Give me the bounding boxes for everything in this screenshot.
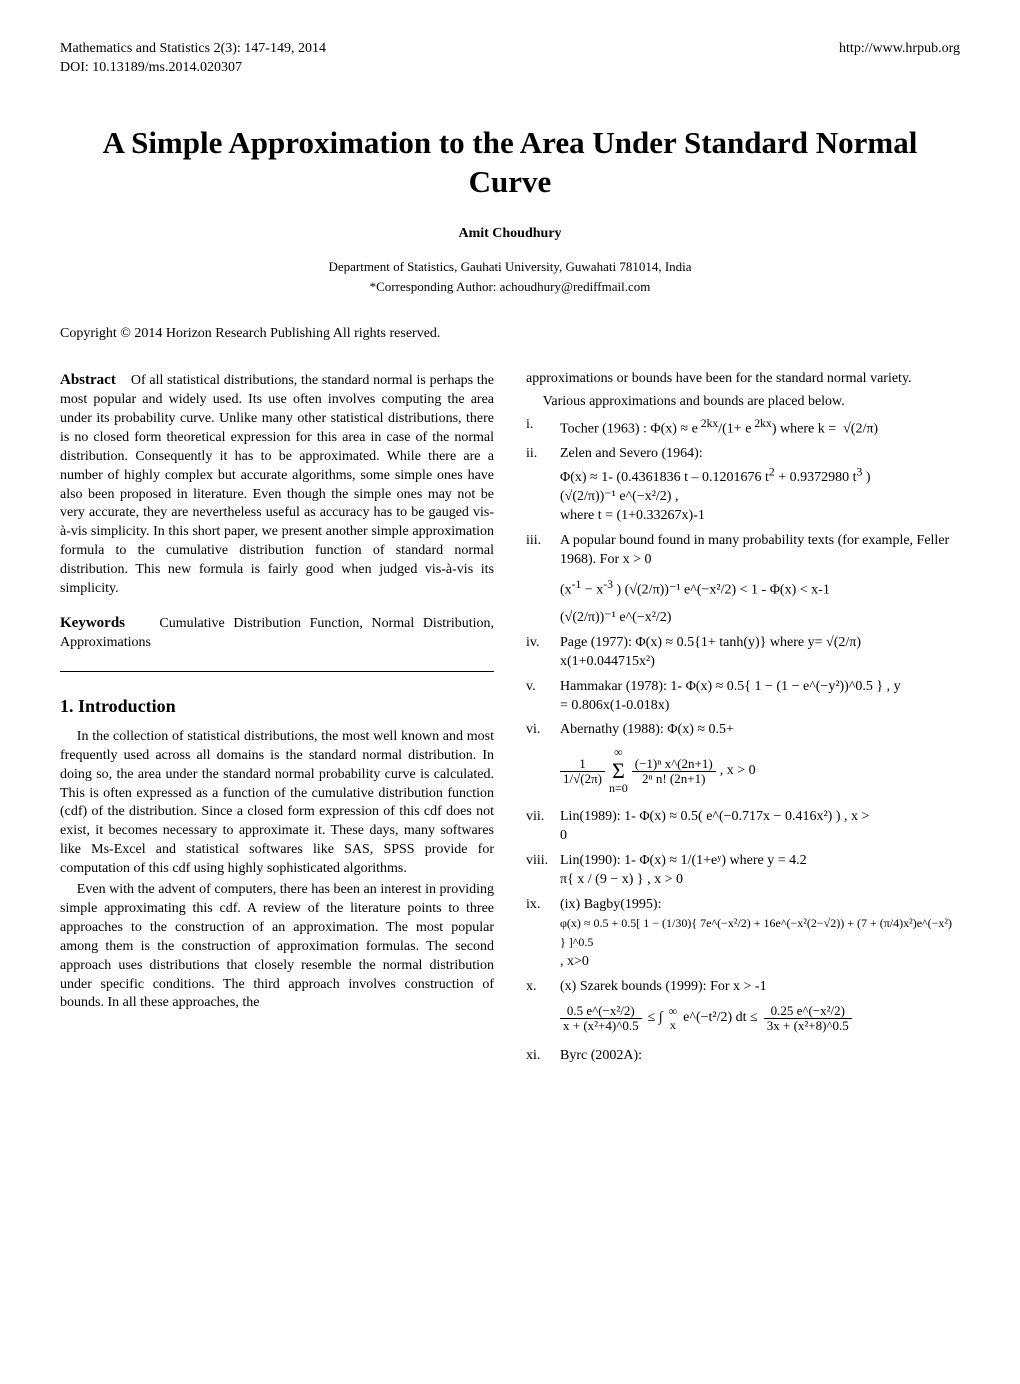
keywords-text: Cumulative Distribution Function, Normal… — [60, 616, 494, 650]
section-divider — [60, 671, 494, 672]
item-iii: iii. A popular bound found in many proba… — [526, 532, 960, 628]
roman-numeral: xi. — [526, 1047, 560, 1066]
roman-numeral: x. — [526, 978, 560, 1041]
author-name: Amit Choudhury — [60, 225, 960, 244]
right-top-line-1: approximations or bounds have been for t… — [526, 370, 960, 389]
left-column: Abstract Of all statistical distribution… — [60, 370, 494, 1071]
roman-numeral: ii. — [526, 445, 560, 525]
item-xi-content: Byrc (2002A): — [560, 1047, 960, 1066]
roman-numeral: v. — [526, 678, 560, 716]
abstract-text: Of all statistical distributions, the st… — [60, 373, 494, 596]
roman-numeral: iv. — [526, 634, 560, 672]
two-column-body: Abstract Of all statistical distribution… — [60, 370, 960, 1071]
item-vii: vii. Lin(1989): 1- Φ(x) ≈ 0.5( e^(−0.717… — [526, 808, 960, 846]
roman-numeral: vii. — [526, 808, 560, 846]
item-iv-content: Page (1977): Φ(x) ≈ 0.5{1+ tanh(y)} wher… — [560, 634, 960, 672]
item-x: x. (x) Szarek bounds (1999): For x > -1 … — [526, 978, 960, 1041]
item-v: v. Hammakar (1978): 1- Φ(x) ≈ 0.5{ 1 − (… — [526, 678, 960, 716]
journal-meta: Mathematics and Statistics 2(3): 147-149… — [60, 40, 326, 78]
item-vii-content: Lin(1989): 1- Φ(x) ≈ 0.5( e^(−0.717x − 0… — [560, 808, 960, 846]
item-x-content: (x) Szarek bounds (1999): For x > -1 0.5… — [560, 978, 960, 1041]
item-i-content: Tocher (1963) : Φ(x) ≈ e 2kx/(1+ e 2kx) … — [560, 416, 960, 440]
item-i: i. Tocher (1963) : Φ(x) ≈ e 2kx/(1+ e 2k… — [526, 416, 960, 440]
item-vi-content: Abernathy (1988): Φ(x) ≈ 0.5+ 1 1/√(2π) … — [560, 721, 960, 802]
doi-line: DOI: 10.13189/ms.2014.020307 — [60, 59, 326, 78]
affiliation: Department of Statistics, Gauhati Univer… — [60, 258, 960, 276]
item-v-content: Hammakar (1978): 1- Φ(x) ≈ 0.5{ 1 − (1 −… — [560, 678, 960, 716]
intro-paragraph-1: In the collection of statistical distrib… — [60, 728, 494, 879]
page-header: Mathematics and Statistics 2(3): 147-149… — [60, 40, 960, 78]
intro-paragraph-2: Even with the advent of computers, there… — [60, 881, 494, 1013]
keywords-label: Keywords — [60, 615, 125, 631]
roman-numeral: ix. — [526, 896, 560, 972]
journal-url: http://www.hrpub.org — [839, 40, 960, 78]
item-ii-content: Zelen and Severo (1964): Φ(x) ≈ 1- (0.43… — [560, 445, 960, 525]
item-ix-content: (ix) Bagby(1995): φ(x) ≈ 0.5 + 0.5[ 1 − … — [560, 896, 960, 972]
journal-line: Mathematics and Statistics 2(3): 147-149… — [60, 40, 326, 59]
roman-numeral: i. — [526, 416, 560, 440]
right-column: approximations or bounds have been for t… — [526, 370, 960, 1071]
item-vi: vi. Abernathy (1988): Φ(x) ≈ 0.5+ 1 1/√(… — [526, 721, 960, 802]
right-top-line-2: Various approximations and bounds are pl… — [526, 393, 960, 412]
approximation-list: i. Tocher (1963) : Φ(x) ≈ e 2kx/(1+ e 2k… — [526, 416, 960, 1066]
item-viii-content: Lin(1990): 1- Φ(x) ≈ 1/(1+eʸ) where y = … — [560, 852, 960, 890]
section-1-heading: 1. Introduction — [60, 694, 494, 718]
item-ii: ii. Zelen and Severo (1964): Φ(x) ≈ 1- (… — [526, 445, 960, 525]
abstract-block: Abstract Of all statistical distribution… — [60, 370, 494, 599]
item-viii: viii. Lin(1990): 1- Φ(x) ≈ 1/(1+eʸ) wher… — [526, 852, 960, 890]
roman-numeral: iii. — [526, 532, 560, 628]
roman-numeral: viii. — [526, 852, 560, 890]
roman-numeral: vi. — [526, 721, 560, 802]
copyright-line: Copyright © 2014 Horizon Research Publis… — [60, 325, 960, 344]
item-xi: xi. Byrc (2002A): — [526, 1047, 960, 1066]
abstract-label: Abstract — [60, 372, 116, 388]
corresponding-author: *Corresponding Author: achoudhury@rediff… — [60, 278, 960, 296]
keywords-block: Keywords Cumulative Distribution Functio… — [60, 613, 494, 653]
item-iv: iv. Page (1977): Φ(x) ≈ 0.5{1+ tanh(y)} … — [526, 634, 960, 672]
paper-title: A Simple Approximation to the Area Under… — [60, 124, 960, 202]
item-iii-content: A popular bound found in many probabilit… — [560, 532, 960, 628]
item-ix: ix. (ix) Bagby(1995): φ(x) ≈ 0.5 + 0.5[ … — [526, 896, 960, 972]
